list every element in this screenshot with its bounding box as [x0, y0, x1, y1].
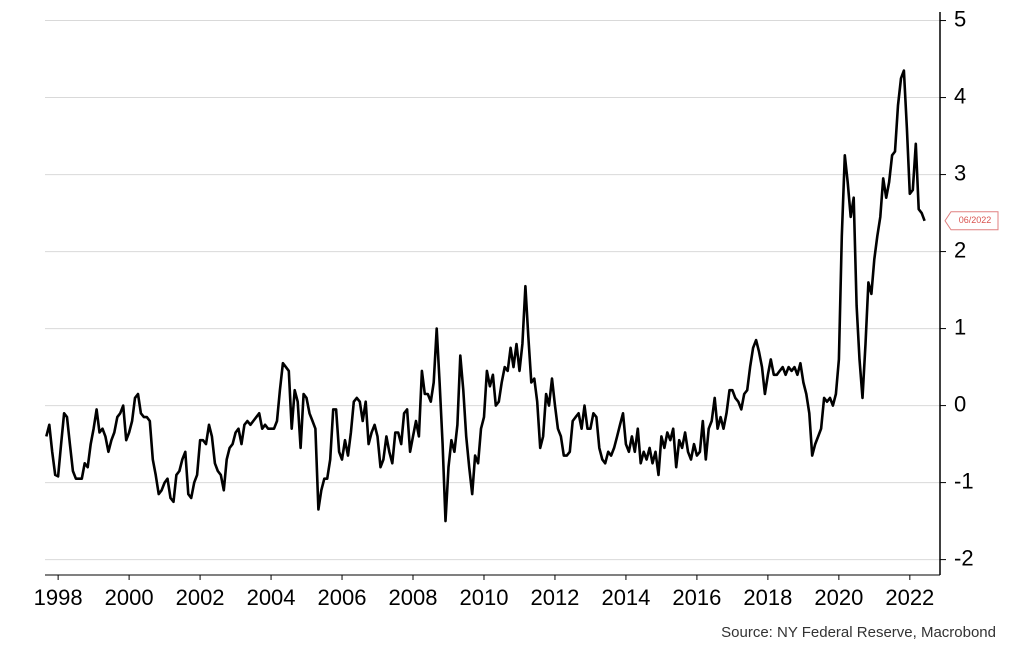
- y-tick-label: 3: [954, 160, 966, 185]
- y-tick-label: 2: [954, 237, 966, 262]
- x-tick-label: 2006: [318, 585, 367, 610]
- x-tick-label: 2000: [105, 585, 154, 610]
- x-tick-label: 2008: [389, 585, 438, 610]
- x-tick-label: 2014: [601, 585, 650, 610]
- annotation-box: [944, 211, 999, 231]
- y-tick-label: 4: [954, 83, 966, 108]
- x-tick-label: 1998: [34, 585, 83, 610]
- y-tick-label: 1: [954, 314, 966, 339]
- y-tick-label: -2: [954, 545, 974, 570]
- x-tick-label: 2004: [247, 585, 296, 610]
- x-tick-label: 2020: [814, 585, 863, 610]
- x-tick-label: 2012: [530, 585, 579, 610]
- y-tick-label: -1: [954, 468, 974, 493]
- x-tick-label: 2022: [885, 585, 934, 610]
- annotation-label: 06/2022: [959, 215, 992, 225]
- series-line: [45, 69, 926, 523]
- x-tick-label: 2002: [176, 585, 225, 610]
- source-note: Source: NY Federal Reserve, Macrobond: [721, 624, 996, 641]
- x-tick-label: 2016: [672, 585, 721, 610]
- y-tick-label: 5: [954, 6, 966, 31]
- y-tick-label: 0: [954, 391, 966, 416]
- x-tick-label: 2018: [743, 585, 792, 610]
- x-tick-label: 2010: [460, 585, 509, 610]
